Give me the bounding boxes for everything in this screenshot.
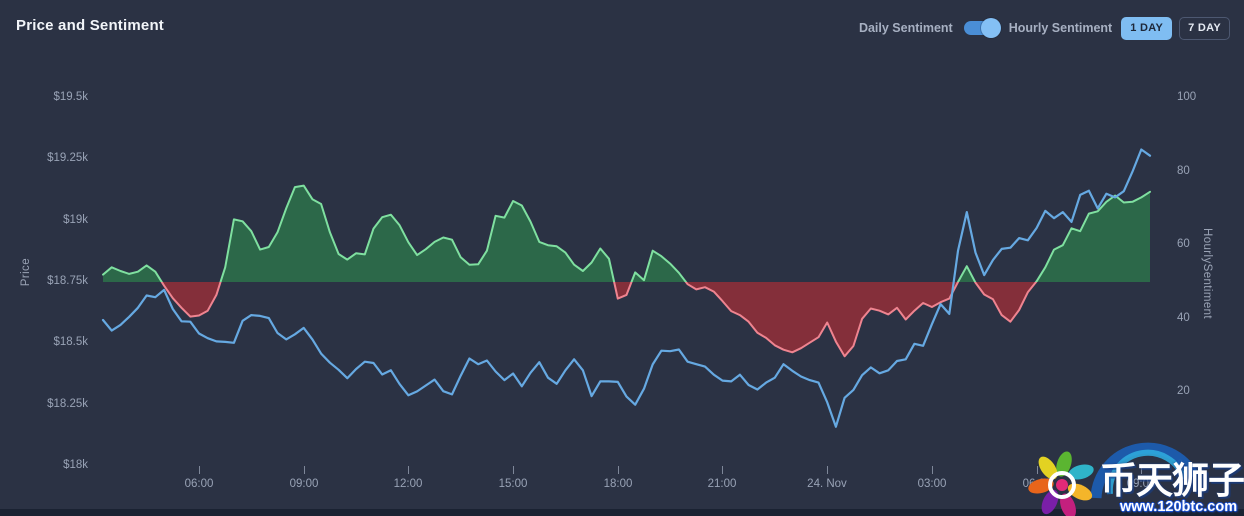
watermark-url: www.120btc.com: [1120, 499, 1238, 515]
x-axis-tick-mark: [932, 466, 933, 474]
x-axis-tick-mark: [408, 466, 409, 474]
x-axis-tick-label: 03:00: [917, 478, 947, 490]
x-axis-tick-mark: [827, 466, 828, 474]
sentiment-line-negative: [160, 282, 1038, 358]
watermark-logo-art: [1028, 442, 1199, 516]
legend-daily-sentiment-label: Daily Sentiment: [858, 21, 953, 35]
price-tick-label: $18k: [63, 459, 88, 471]
sentiment-tick-label: 20: [1177, 385, 1190, 398]
legend-hourly-sentiment-label: Hourly Sentiment: [1008, 21, 1113, 35]
x-axis-tick-mark: [1037, 466, 1038, 474]
x-axis-tick-label: 18:00: [603, 478, 633, 490]
sentiment-tick-label: 40: [1177, 311, 1190, 324]
sentiment-tick-label: 100: [1177, 91, 1197, 103]
toggle-knob-icon: [980, 18, 1001, 38]
watermark-chinese-text: 币天狮子: [1100, 460, 1244, 501]
x-axis-tick-label: 06:00: [184, 478, 214, 490]
x-axis-tick-mark: [304, 466, 305, 474]
x-axis-tick-label: 09:00: [1126, 478, 1156, 490]
x-axis-tick-label: 21:00: [707, 478, 737, 490]
sentiment-area-negative: [103, 282, 1150, 357]
x-axis-tick-mark: [1141, 466, 1142, 474]
price-tick-label: $18.75k: [47, 275, 88, 287]
sentiment-mode-toggle[interactable]: [963, 18, 1001, 38]
price-tick-label: $19k: [63, 213, 88, 226]
price-tick-label: $18.5k: [53, 336, 88, 349]
x-axis-tick-label: 24. Nov: [807, 478, 847, 490]
page-title: Price and Sentiment: [16, 17, 165, 34]
price-tick-label: $19.25k: [47, 152, 88, 165]
sentiment-area-positive: [103, 185, 1150, 282]
sentiment-tick-label: 60: [1177, 238, 1190, 251]
x-axis-tick-label: 09:00: [289, 478, 319, 490]
price-tick-label: $19.5k: [53, 91, 88, 103]
x-axis-tick-label: 15:00: [498, 478, 528, 490]
bottom-divider: [0, 509, 1244, 516]
sentiment-axis-title: HourlySentiment: [1201, 228, 1213, 320]
price-axis-title: Price: [20, 258, 32, 287]
sentiment-line-positive: [102, 184, 1151, 282]
flower-icon: [1028, 451, 1094, 516]
range-button-7-day[interactable]: 7 DAY: [1179, 16, 1230, 40]
x-axis-tick-label: 12:00: [393, 478, 423, 490]
watermark: 币天狮子 www.120btc.com: [1026, 436, 1244, 516]
range-button-1-day[interactable]: 1 DAY: [1121, 16, 1173, 40]
x-axis-tick-mark: [513, 466, 514, 474]
x-axis-tick-mark: [618, 466, 619, 474]
x-axis-tick-mark: [199, 466, 200, 474]
price-tick-label: $18.25k: [47, 397, 88, 410]
chart-controls: Daily Sentiment Hourly Sentiment 1 DAY 7…: [859, 15, 1230, 41]
price-line: [101, 148, 1152, 428]
sentiment-tick-label: 80: [1177, 164, 1190, 177]
x-axis-tick-mark: [722, 466, 723, 474]
